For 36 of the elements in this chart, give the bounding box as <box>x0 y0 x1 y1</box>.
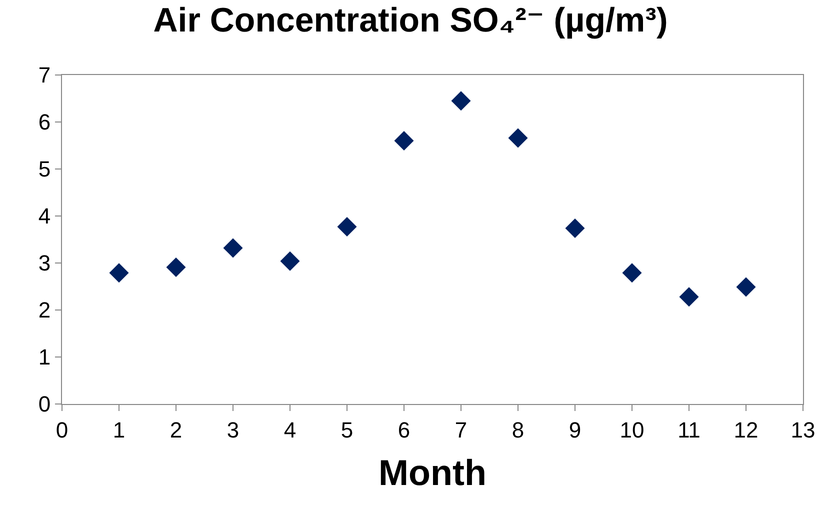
point <box>736 277 756 297</box>
point <box>280 251 300 271</box>
x-tick-label: 11 <box>678 417 700 442</box>
y-tick-label: 7 <box>38 62 51 88</box>
point <box>166 257 186 277</box>
point <box>622 263 642 283</box>
point <box>679 287 699 307</box>
y-tick-label: 0 <box>38 392 51 417</box>
x-tick-label: 8 <box>512 417 524 442</box>
x-tick-label: 13 <box>790 417 816 442</box>
x-tick-label: 6 <box>398 417 410 442</box>
point <box>565 218 585 238</box>
y-tick-label: 2 <box>38 298 51 323</box>
x-tick-label: 12 <box>734 417 758 442</box>
x-tick-label: 0 <box>56 417 68 442</box>
point <box>451 91 471 111</box>
x-tick-label: 5 <box>340 417 354 442</box>
x-tick-label: 1 <box>112 417 126 442</box>
y-tick-label: 5 <box>38 156 51 182</box>
x-tick-label: 9 <box>568 417 582 442</box>
y-tick-label: 1 <box>38 344 51 370</box>
point <box>337 217 357 237</box>
y-tick-label: 6 <box>38 110 51 135</box>
point <box>223 238 243 258</box>
x-tick-label: 4 <box>284 417 296 442</box>
x-axis-title: Month <box>378 452 486 494</box>
point <box>508 128 528 148</box>
y-tick-label: 3 <box>38 250 51 276</box>
x-tick-label: 7 <box>454 417 468 442</box>
x-tick-label: 2 <box>170 417 182 442</box>
point <box>394 131 414 151</box>
chart-title: Air Concentration SO₄²⁻ (µg/m³) <box>153 2 668 40</box>
x-tick-label: 10 <box>620 417 644 442</box>
point <box>109 263 129 283</box>
x-tick-label: 3 <box>226 417 240 442</box>
y-tick-label: 4 <box>38 204 51 229</box>
